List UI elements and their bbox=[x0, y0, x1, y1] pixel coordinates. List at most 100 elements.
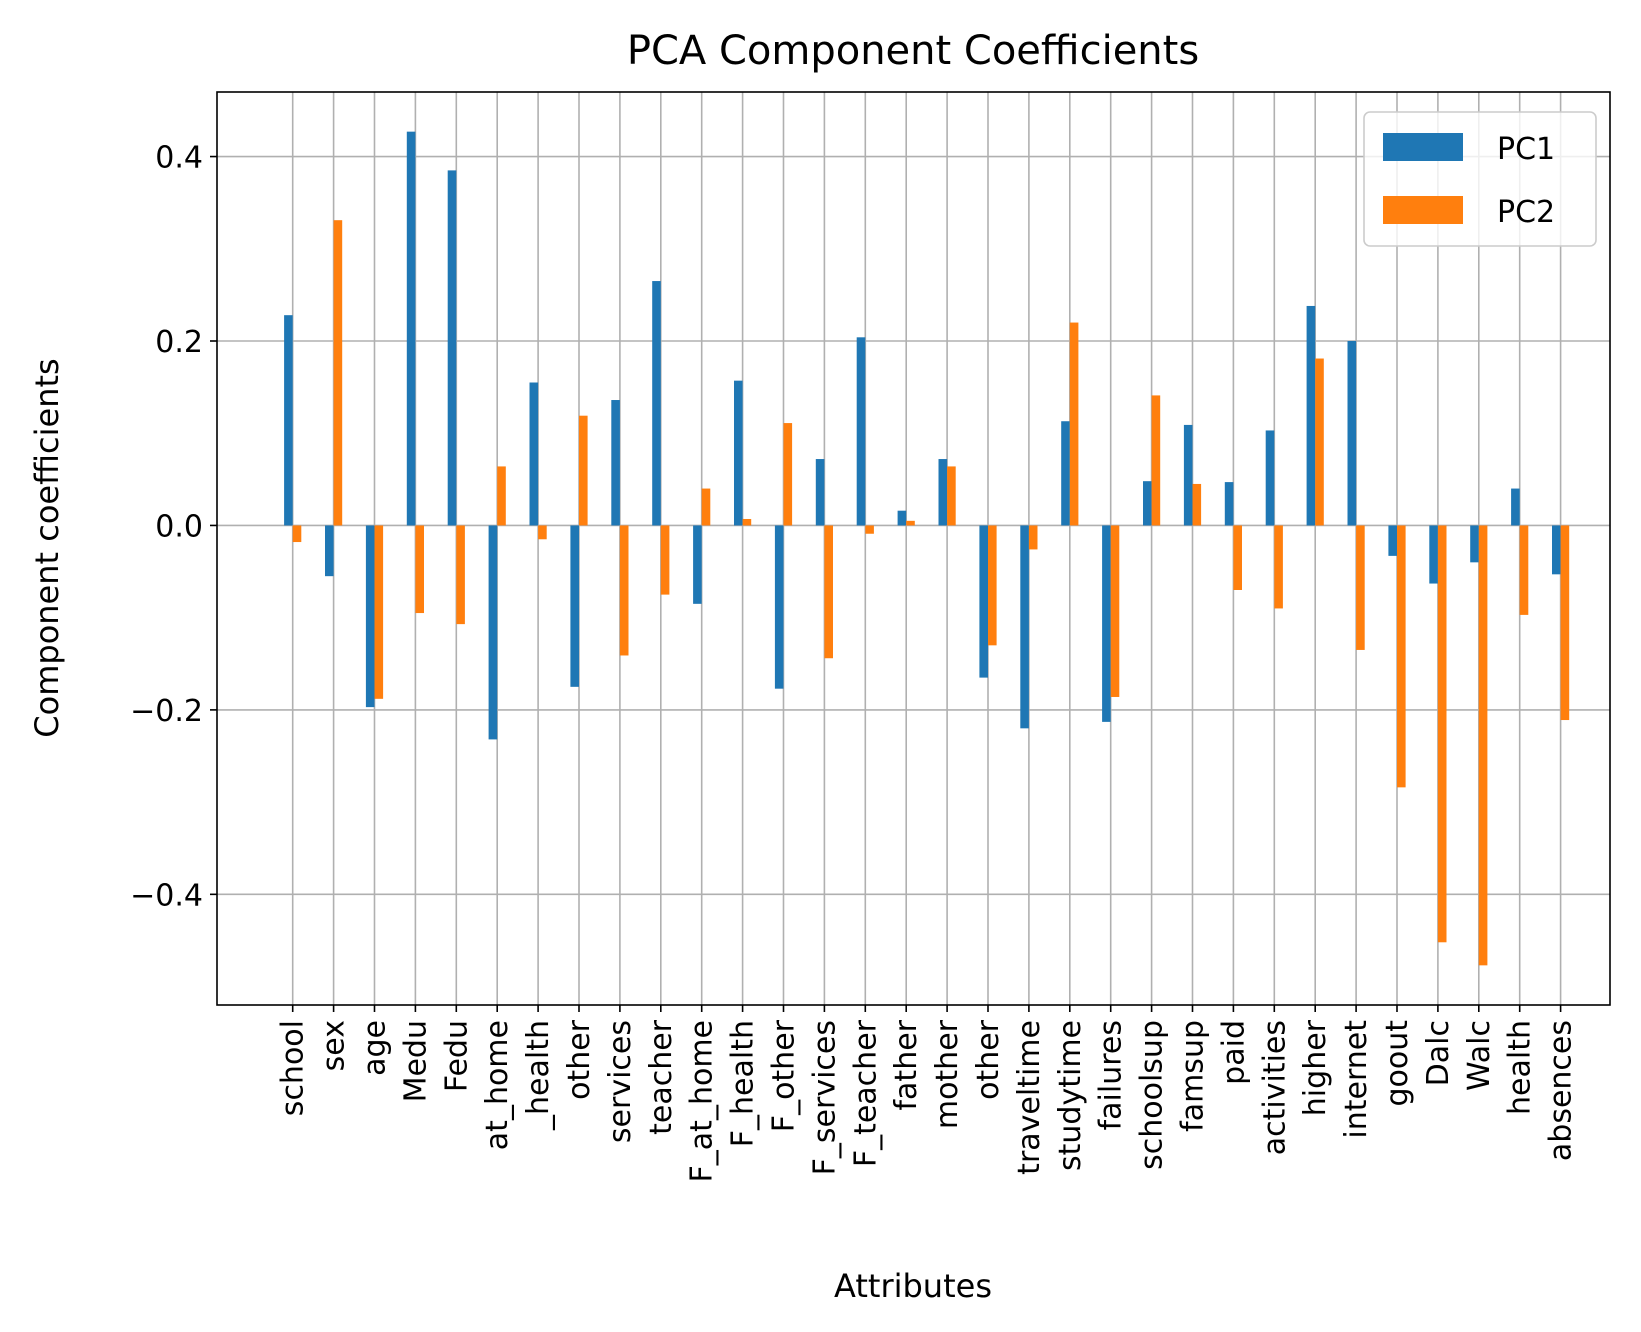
legend-box bbox=[1363, 111, 1597, 247]
bar-pc1 bbox=[856, 337, 866, 526]
x-tick-label: father bbox=[889, 1019, 924, 1110]
bar-pc2 bbox=[1478, 525, 1488, 966]
x-tick-label: at_home bbox=[480, 1020, 515, 1150]
y-tick-label: 0.2 bbox=[155, 325, 203, 360]
bar-pc2 bbox=[701, 488, 711, 526]
x-tick-label: teacher bbox=[644, 1019, 679, 1135]
bar-pc1 bbox=[652, 281, 661, 526]
x-tick-label: Fedu bbox=[439, 1020, 474, 1092]
x-tick-label: Walc bbox=[1462, 1020, 1497, 1091]
x-tick-label: _health bbox=[521, 1020, 556, 1131]
bar-pc1 bbox=[1306, 305, 1316, 526]
bar-pc1 bbox=[284, 315, 293, 526]
bar-pc1 bbox=[529, 382, 539, 526]
bar-pc2 bbox=[374, 525, 384, 699]
bar-pc1 bbox=[897, 510, 907, 526]
x-tick-label: F_other bbox=[767, 1019, 802, 1132]
y-axis-label: Component coefficients bbox=[28, 358, 66, 737]
x-tick-label: Dalc bbox=[1421, 1020, 1456, 1086]
x-tick-label: sex bbox=[317, 1020, 352, 1071]
bar-pc1 bbox=[693, 525, 702, 604]
x-tick-label: F_services bbox=[807, 1020, 842, 1175]
legend-label-pc2: PC2 bbox=[1497, 195, 1555, 230]
bar-pc1 bbox=[1224, 482, 1234, 526]
x-tick-label: famsup bbox=[1176, 1020, 1211, 1132]
y-tick-label: 0.4 bbox=[155, 141, 203, 176]
bar-pc1 bbox=[1143, 481, 1152, 526]
bar-pc1 bbox=[1552, 525, 1561, 575]
bar-pc2 bbox=[1315, 358, 1324, 526]
bar-pc2 bbox=[1519, 525, 1529, 615]
chart-title: PCA Component Coefficients bbox=[627, 28, 1199, 74]
bar-pc2 bbox=[1560, 525, 1570, 721]
bar-pc1 bbox=[1347, 341, 1357, 526]
bar-pc2 bbox=[333, 220, 343, 526]
bar-pc1 bbox=[406, 131, 416, 526]
legend-label-pc1: PC1 bbox=[1497, 132, 1555, 167]
bar-pc2 bbox=[1151, 395, 1161, 526]
bar-pc2 bbox=[1274, 525, 1283, 609]
legend: PC1 PC2 bbox=[1363, 111, 1597, 247]
bar-pc2 bbox=[579, 415, 588, 526]
bar-pc2 bbox=[1028, 525, 1038, 550]
x-tick-label: F_at_home bbox=[685, 1020, 720, 1182]
bar-pc1 bbox=[938, 459, 948, 526]
x-tick-label: paid bbox=[1216, 1020, 1251, 1085]
bar-pc2 bbox=[783, 423, 793, 526]
bar-pc1 bbox=[1061, 421, 1070, 526]
bar-pc2 bbox=[660, 525, 670, 595]
bar-pc1 bbox=[1388, 525, 1397, 556]
x-tick-label: activities bbox=[1257, 1020, 1292, 1155]
bar-pc2 bbox=[1192, 483, 1202, 526]
bar-pc1 bbox=[979, 525, 988, 678]
bar-pc2 bbox=[415, 525, 424, 614]
bar-pc1 bbox=[447, 170, 457, 526]
x-tick-label: school bbox=[276, 1020, 311, 1116]
bar-pc1 bbox=[1511, 488, 1520, 526]
x-tick-label: services bbox=[603, 1020, 638, 1143]
bar-pc1 bbox=[325, 525, 334, 577]
y-tick-label: −0.2 bbox=[130, 694, 203, 729]
bar-pc2 bbox=[292, 525, 302, 543]
x-tick-label: Medu bbox=[398, 1020, 433, 1102]
x-tick-label: internet bbox=[1339, 1020, 1374, 1139]
bar-pc1 bbox=[1102, 525, 1111, 722]
bar-pc1 bbox=[1470, 525, 1479, 563]
bar-pc2 bbox=[497, 466, 506, 526]
bars-layer bbox=[284, 131, 1570, 966]
bar-pc1 bbox=[1183, 424, 1193, 526]
x-axis-ticks: school sex age Medu Fedu at_home _health other s… bbox=[276, 1005, 1579, 1182]
x-axis-label: Attributes bbox=[834, 1267, 992, 1305]
x-tick-label: goout bbox=[1380, 1020, 1415, 1107]
x-tick-label: failures bbox=[1094, 1020, 1129, 1130]
bar-pc1 bbox=[1020, 525, 1029, 729]
bar-pc1 bbox=[815, 459, 825, 526]
y-axis-ticks: −0.4 −0.2 0.0 0.2 0.4 bbox=[130, 141, 217, 913]
bar-pc1 bbox=[611, 400, 620, 526]
x-tick-label: F_teacher bbox=[848, 1019, 883, 1167]
bar-pc2 bbox=[742, 518, 752, 526]
x-tick-label: health bbox=[1503, 1020, 1538, 1115]
x-tick-label: studytime bbox=[1053, 1020, 1088, 1171]
bar-pc1 bbox=[734, 380, 743, 526]
x-tick-label: schoolsup bbox=[1135, 1020, 1170, 1170]
bar-pc2 bbox=[1437, 525, 1447, 943]
bar-pc2 bbox=[988, 525, 997, 646]
legend-swatch-pc1 bbox=[1383, 133, 1463, 161]
x-tick-label: absences bbox=[1544, 1020, 1579, 1161]
bar-pc1 bbox=[488, 525, 498, 740]
bar-pc1 bbox=[1429, 525, 1438, 584]
bar-pc2 bbox=[947, 466, 956, 526]
legend-swatch-pc2 bbox=[1383, 196, 1463, 224]
bar-pc2 bbox=[619, 525, 629, 656]
y-tick-label: −0.4 bbox=[130, 878, 203, 913]
bar-pc1 bbox=[1265, 430, 1275, 526]
bar-pc1 bbox=[365, 525, 375, 708]
bar-pc2 bbox=[906, 520, 915, 526]
bar-pc2 bbox=[456, 525, 465, 625]
bar-pc2 bbox=[1356, 525, 1365, 650]
bar-pc2 bbox=[1233, 525, 1242, 590]
y-tick-label: 0.0 bbox=[155, 509, 203, 544]
bar-pc2 bbox=[865, 525, 874, 534]
x-tick-label: higher bbox=[1298, 1019, 1333, 1116]
